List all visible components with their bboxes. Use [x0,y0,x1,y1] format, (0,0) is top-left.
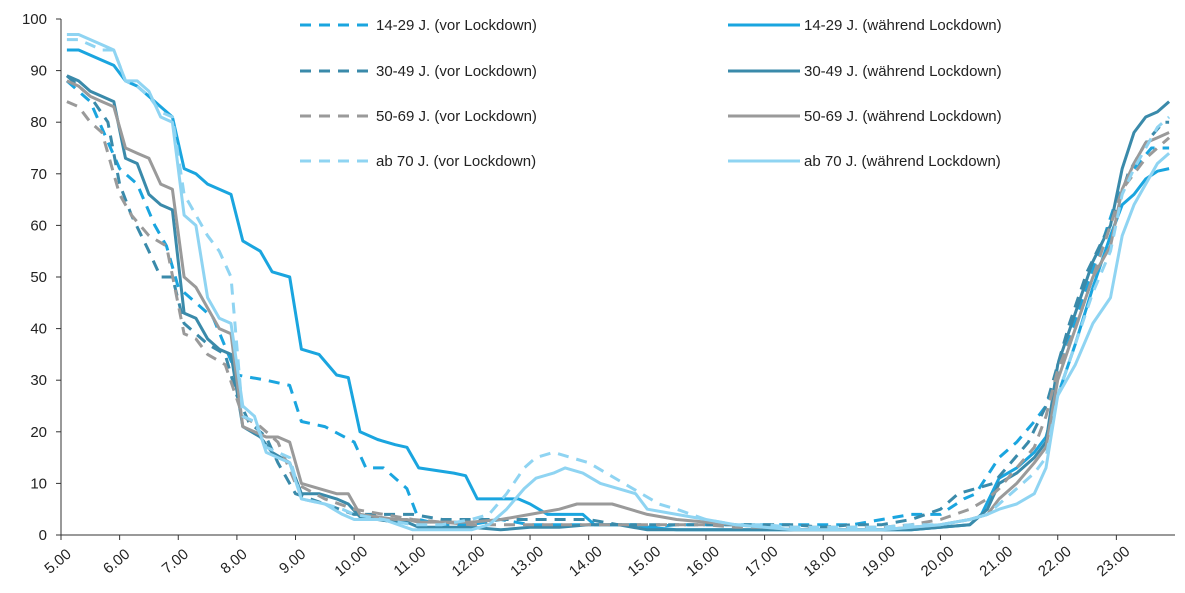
y-tick-label: 90 [30,63,47,80]
y-tick-label: 80 [30,114,47,131]
y-tick-label: 20 [30,424,47,441]
y-tick-label: 30 [30,372,47,389]
x-tick-label: 12.00 [449,543,489,580]
legend-label: 50-69 J. (vor Lockdown) [376,108,537,125]
x-tick-label: 23.00 [1094,543,1134,580]
legend-label: ab 70 J. (während Lockdown) [804,153,1001,170]
legend: 14-29 J. (vor Lockdown) 14-29 J. (während… [300,17,1002,170]
x-tick-label: 11.00 [390,543,429,579]
y-tick-label: 60 [30,217,47,234]
axes [60,19,1175,536]
x-tick-label: 18.00 [800,543,840,580]
x-tick-label: 5.00 [41,546,74,578]
y-tick-label: 0 [39,527,47,544]
y-ticks: 0 10 20 30 40 50 60 70 80 90 100 [22,11,61,544]
series-line-7 [66,38,1171,529]
y-tick-label: 70 [30,166,47,183]
x-ticks: 5.00 6.00 7.00 8.00 9.00 10.00 11.00 12.00 13.00… [41,535,1133,580]
series-layer [65,33,1171,532]
x-tick-label: 20.00 [918,543,958,580]
legend-label: 50-69 J. (während Lockdown) [804,108,1002,125]
x-tick-label: 7.00 [159,546,192,578]
legend-label: 30-49 J. (vor Lockdown) [376,63,537,80]
series-line-6 [66,79,1170,532]
series-line-5 [66,100,1171,529]
x-tick-label: 13.00 [507,543,547,580]
y-tick-label: 50 [30,269,47,286]
y-tick-label: 10 [30,475,47,492]
legend-label: 30-49 J. (während Lockdown) [804,63,1002,80]
x-tick-label: 22.00 [1035,543,1075,580]
x-tick-label: 16.00 [683,543,723,580]
x-tick-label: 15.00 [625,543,665,580]
x-tick-label: 17.00 [742,543,782,580]
x-tick-label: 14.00 [566,543,606,580]
x-tick-label: 9.00 [276,546,309,578]
series-line-4 [66,74,1171,532]
legend-label: 14-29 J. (vor Lockdown) [376,17,537,34]
y-tick-label: 40 [30,321,47,338]
x-tick-label: 21.00 [976,543,1016,580]
x-tick-label: 8.00 [217,546,250,578]
series-line-8 [66,33,1171,532]
legend-label: ab 70 J. (vor Lockdown) [376,153,536,170]
y-tick-label: 100 [22,11,47,28]
legend-label: 14-29 J. (während Lockdown) [804,17,1002,34]
series-line-3 [65,74,1170,529]
x-tick-label: 10.00 [331,543,371,580]
x-tick-label: 6.00 [100,546,133,578]
series-line-2 [66,48,1170,532]
x-tick-label: 19.00 [859,543,899,580]
